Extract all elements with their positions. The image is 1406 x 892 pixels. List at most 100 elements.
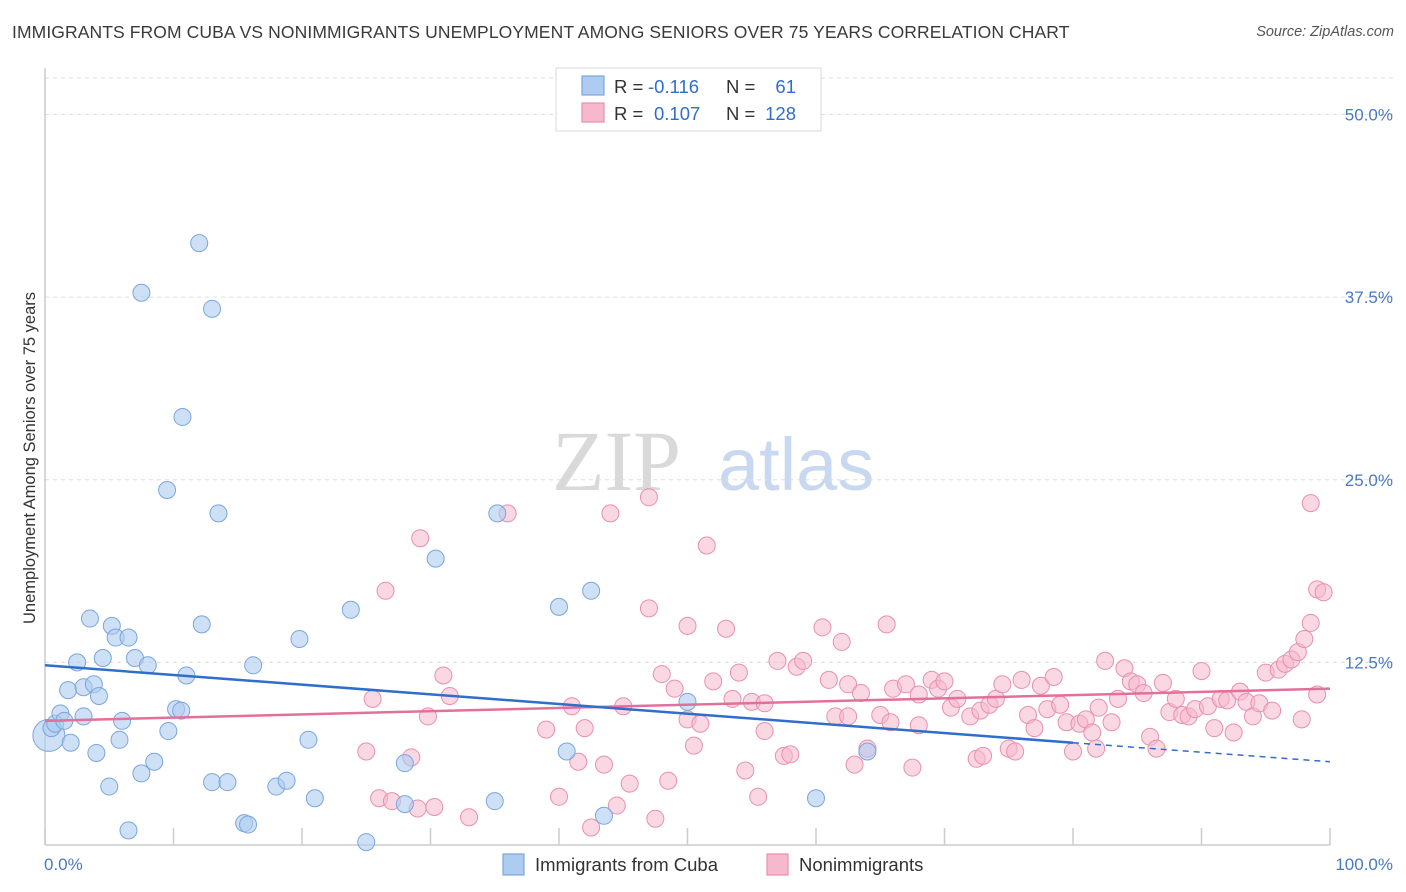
data-point-nonimmigrants — [1166, 689, 1185, 708]
legend-swatch-nonimmigrants — [581, 102, 605, 123]
trend-line-cuba — [44, 664, 1074, 744]
data-point-cuba — [74, 707, 93, 726]
data-point-cuba — [277, 771, 296, 790]
watermark-zip: ZIP — [552, 413, 681, 509]
data-point-nonimmigrants — [704, 672, 723, 691]
data-point-nonimmigrants — [749, 787, 768, 806]
bottom-legend-label-nonimmigrants: Nonimmigrants — [799, 854, 923, 875]
data-point-nonimmigrants — [729, 663, 748, 682]
cuba-points — [32, 234, 877, 852]
data-point-nonimmigrants — [1192, 662, 1211, 681]
data-point-cuba — [550, 597, 568, 616]
data-point-cuba — [594, 806, 613, 825]
data-point-cuba — [395, 795, 414, 814]
y-tick-label: 37.5% — [1345, 288, 1393, 307]
data-point-nonimmigrants — [1012, 670, 1031, 689]
data-point-nonimmigrants — [594, 755, 613, 774]
data-point-nonimmigrants — [425, 798, 444, 817]
data-point-cuba — [341, 600, 360, 619]
data-point-nonimmigrants — [1083, 723, 1102, 742]
data-point-nonimmigrants — [1044, 667, 1063, 686]
data-point-nonimmigrants — [1153, 673, 1172, 692]
data-point-nonimmigrants — [881, 713, 900, 732]
data-point-cuba — [239, 815, 258, 834]
data-point-nonimmigrants — [717, 619, 736, 638]
legend-n-label-cuba: N = — [726, 76, 755, 97]
data-point-cuba — [192, 615, 211, 634]
legend-r-value-nonimmigrants: 0.107 — [654, 103, 700, 124]
data-point-nonimmigrants — [909, 716, 928, 735]
data-point-cuba — [119, 628, 138, 647]
data-point-nonimmigrants — [1301, 613, 1320, 632]
axes — [44, 68, 1331, 846]
data-point-nonimmigrants — [1102, 713, 1121, 732]
bottom-legend-label-cuba: Immigrants from Cuba — [535, 854, 719, 875]
data-point-nonimmigrants — [357, 742, 376, 761]
data-point-nonimmigrants — [460, 808, 479, 827]
data-point-cuba — [145, 752, 164, 771]
watermark: ZIP atlas — [552, 413, 874, 509]
data-point-cuba — [244, 656, 263, 675]
data-point-nonimmigrants — [845, 755, 864, 774]
data-point-nonimmigrants — [1205, 719, 1224, 738]
data-point-nonimmigrants — [1301, 494, 1320, 513]
data-point-nonimmigrants — [1314, 583, 1333, 602]
data-point-cuba — [678, 692, 697, 711]
data-point-cuba — [209, 504, 228, 523]
data-point-nonimmigrants — [665, 679, 684, 698]
data-point-cuba — [488, 504, 507, 523]
legend-n-value-nonimmigrants: 128 — [765, 103, 796, 124]
data-point-nonimmigrants — [794, 651, 813, 670]
data-point-nonimmigrants — [839, 707, 858, 726]
data-point-nonimmigrants — [935, 672, 954, 691]
series-legend: Immigrants from Cuba Nonimmigrants — [502, 853, 923, 876]
data-point-cuba — [203, 299, 222, 318]
data-point-cuba — [59, 681, 78, 700]
data-point-nonimmigrants — [1263, 701, 1282, 720]
trend-lines — [44, 664, 1331, 763]
data-point-cuba — [89, 686, 108, 705]
source-label: Source: ZipAtlas.com — [1256, 24, 1394, 40]
data-point-nonimmigrants — [659, 771, 678, 790]
tick-labels: 12.5% 25.0% 37.5% 50.0% 0.0% 100.0% — [44, 106, 1393, 874]
data-point-cuba — [138, 656, 157, 675]
data-point-nonimmigrants — [1295, 630, 1314, 649]
bottom-legend-swatch-cuba — [502, 853, 525, 876]
data-point-nonimmigrants — [537, 720, 556, 739]
data-point-cuba — [485, 792, 504, 811]
data-point-cuba — [173, 407, 192, 426]
correlation-legend: R = -0.116 N = 61 R = 0.107 N = 128 — [555, 67, 822, 132]
legend-r-label-nonimmigrants: R = — [614, 103, 643, 124]
data-point-nonimmigrants — [376, 581, 395, 600]
data-point-cuba — [93, 648, 112, 667]
data-point-cuba — [80, 609, 99, 628]
data-point-nonimmigrants — [678, 616, 697, 635]
data-point-cuba — [858, 742, 877, 761]
legend-r-value-cuba: -0.116 — [648, 76, 699, 97]
watermark-atlas: atlas — [718, 423, 874, 506]
data-point-cuba — [290, 630, 309, 649]
data-point-cuba — [305, 789, 324, 808]
data-point-cuba — [426, 549, 445, 568]
data-point-nonimmigrants — [620, 774, 639, 793]
data-point-nonimmigrants — [768, 651, 787, 670]
data-point-nonimmigrants — [691, 714, 710, 733]
data-point-cuba — [807, 789, 825, 808]
data-point-cuba — [100, 777, 119, 796]
data-point-nonimmigrants — [896, 675, 915, 694]
data-point-nonimmigrants — [1051, 695, 1070, 714]
data-point-nonimmigrants — [697, 536, 716, 555]
data-point-cuba — [582, 581, 601, 600]
data-point-nonimmigrants — [684, 736, 703, 755]
data-point-cuba — [218, 773, 237, 792]
data-point-nonimmigrants — [1064, 742, 1082, 761]
data-point-nonimmigrants — [877, 615, 896, 634]
data-point-cuba — [158, 480, 177, 499]
data-point-nonimmigrants — [582, 818, 601, 837]
data-point-nonimmigrants — [607, 796, 626, 815]
legend-n-label-nonimmigrants: N = — [726, 103, 755, 124]
legend-swatch-cuba — [581, 75, 605, 96]
data-point-cuba — [172, 701, 191, 720]
x-tick-label-max: 100.0% — [1335, 855, 1393, 874]
x-tick-label-min: 0.0% — [44, 855, 83, 874]
